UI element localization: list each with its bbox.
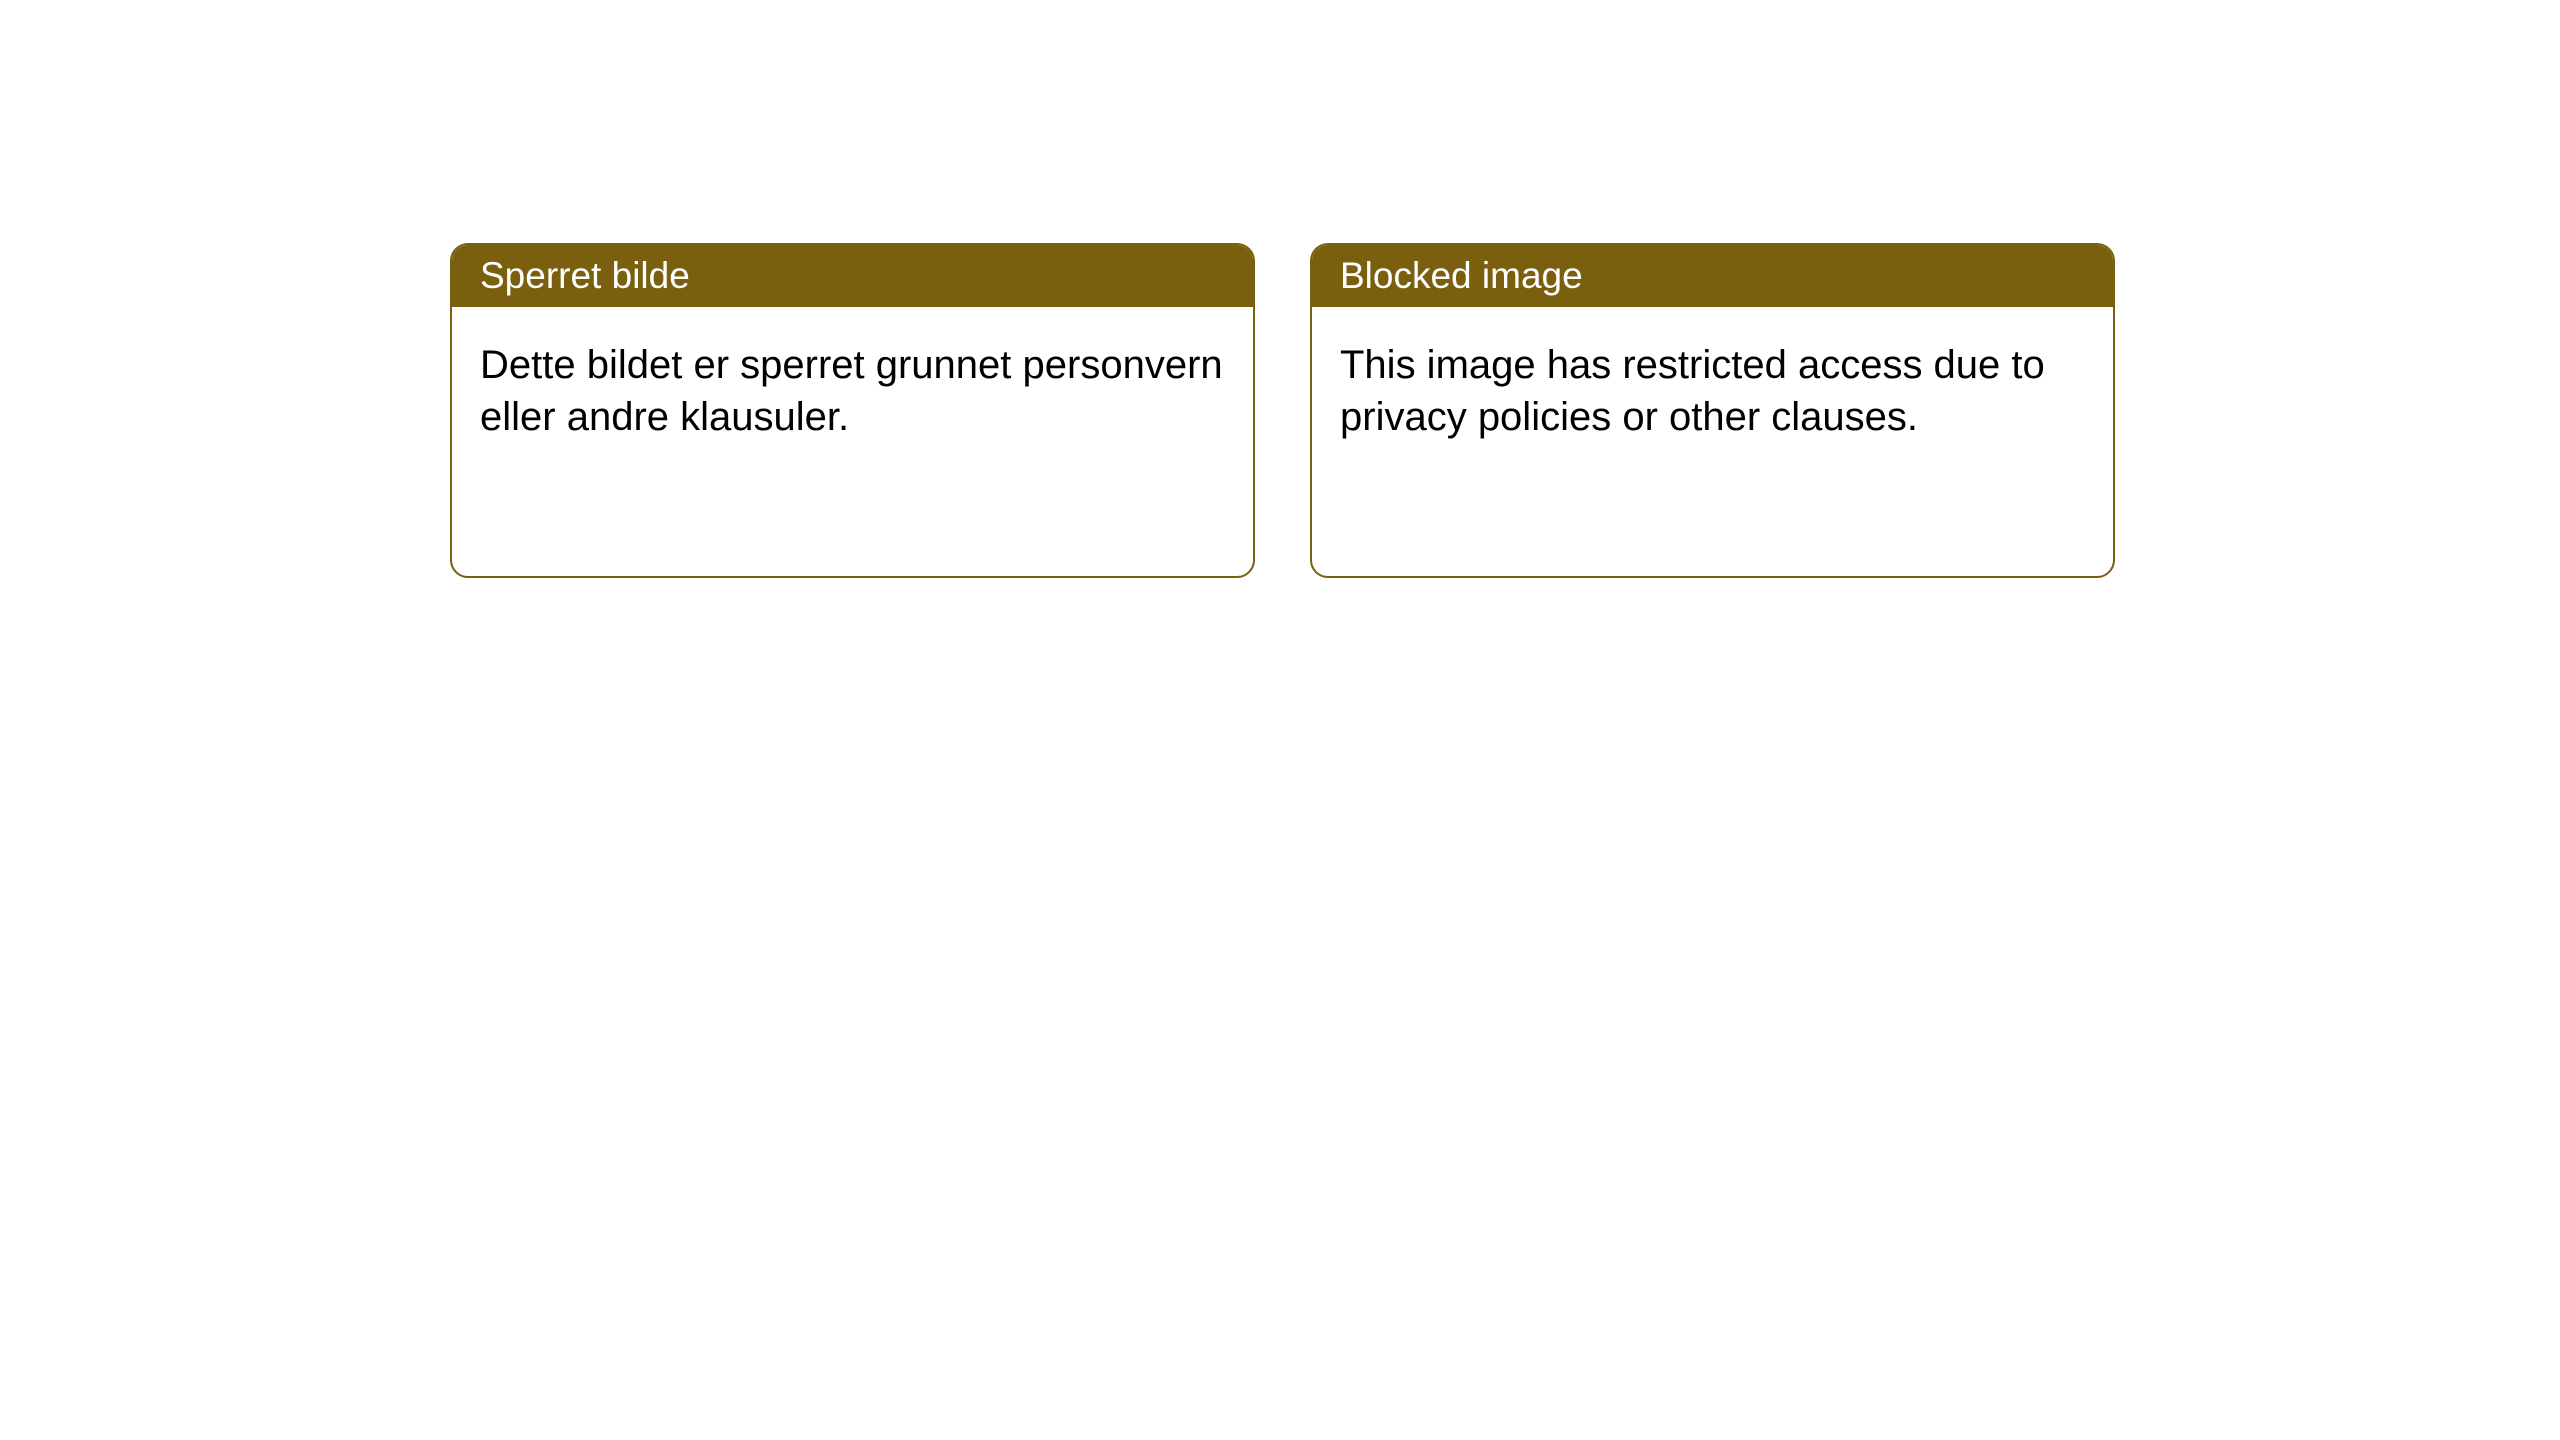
notice-header: Sperret bilde <box>452 245 1253 307</box>
notice-container: Sperret bilde Dette bildet er sperret gr… <box>0 0 2560 578</box>
notice-box-norwegian: Sperret bilde Dette bildet er sperret gr… <box>450 243 1255 578</box>
notice-body: This image has restricted access due to … <box>1312 307 2113 475</box>
notice-body: Dette bildet er sperret grunnet personve… <box>452 307 1253 475</box>
notice-header: Blocked image <box>1312 245 2113 307</box>
notice-box-english: Blocked image This image has restricted … <box>1310 243 2115 578</box>
